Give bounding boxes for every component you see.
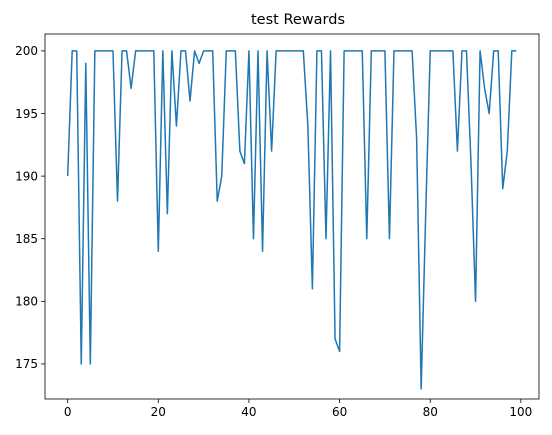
x-tick-label: 40 — [241, 405, 256, 419]
y-tick-label: 175 — [15, 357, 38, 371]
y-tick-label: 195 — [15, 107, 38, 121]
x-tick-label: 60 — [332, 405, 347, 419]
x-tick-label: 80 — [423, 405, 438, 419]
series-line — [66, 50, 517, 390]
y-tick-label: 190 — [15, 169, 38, 183]
plot-area: 0 20 40 60 80 100 175 180 185 190 195 200 — [15, 33, 540, 419]
x-tick-label: 0 — [64, 405, 72, 419]
chart-title: test Rewards — [251, 12, 345, 28]
axes-frame — [44, 33, 540, 400]
y-tick-label: 185 — [15, 232, 38, 246]
y-tick-label: 200 — [15, 44, 38, 58]
x-tick-label: 20 — [151, 405, 166, 419]
y-tick-label: 180 — [15, 295, 38, 309]
x-tick-label: 100 — [509, 405, 532, 419]
